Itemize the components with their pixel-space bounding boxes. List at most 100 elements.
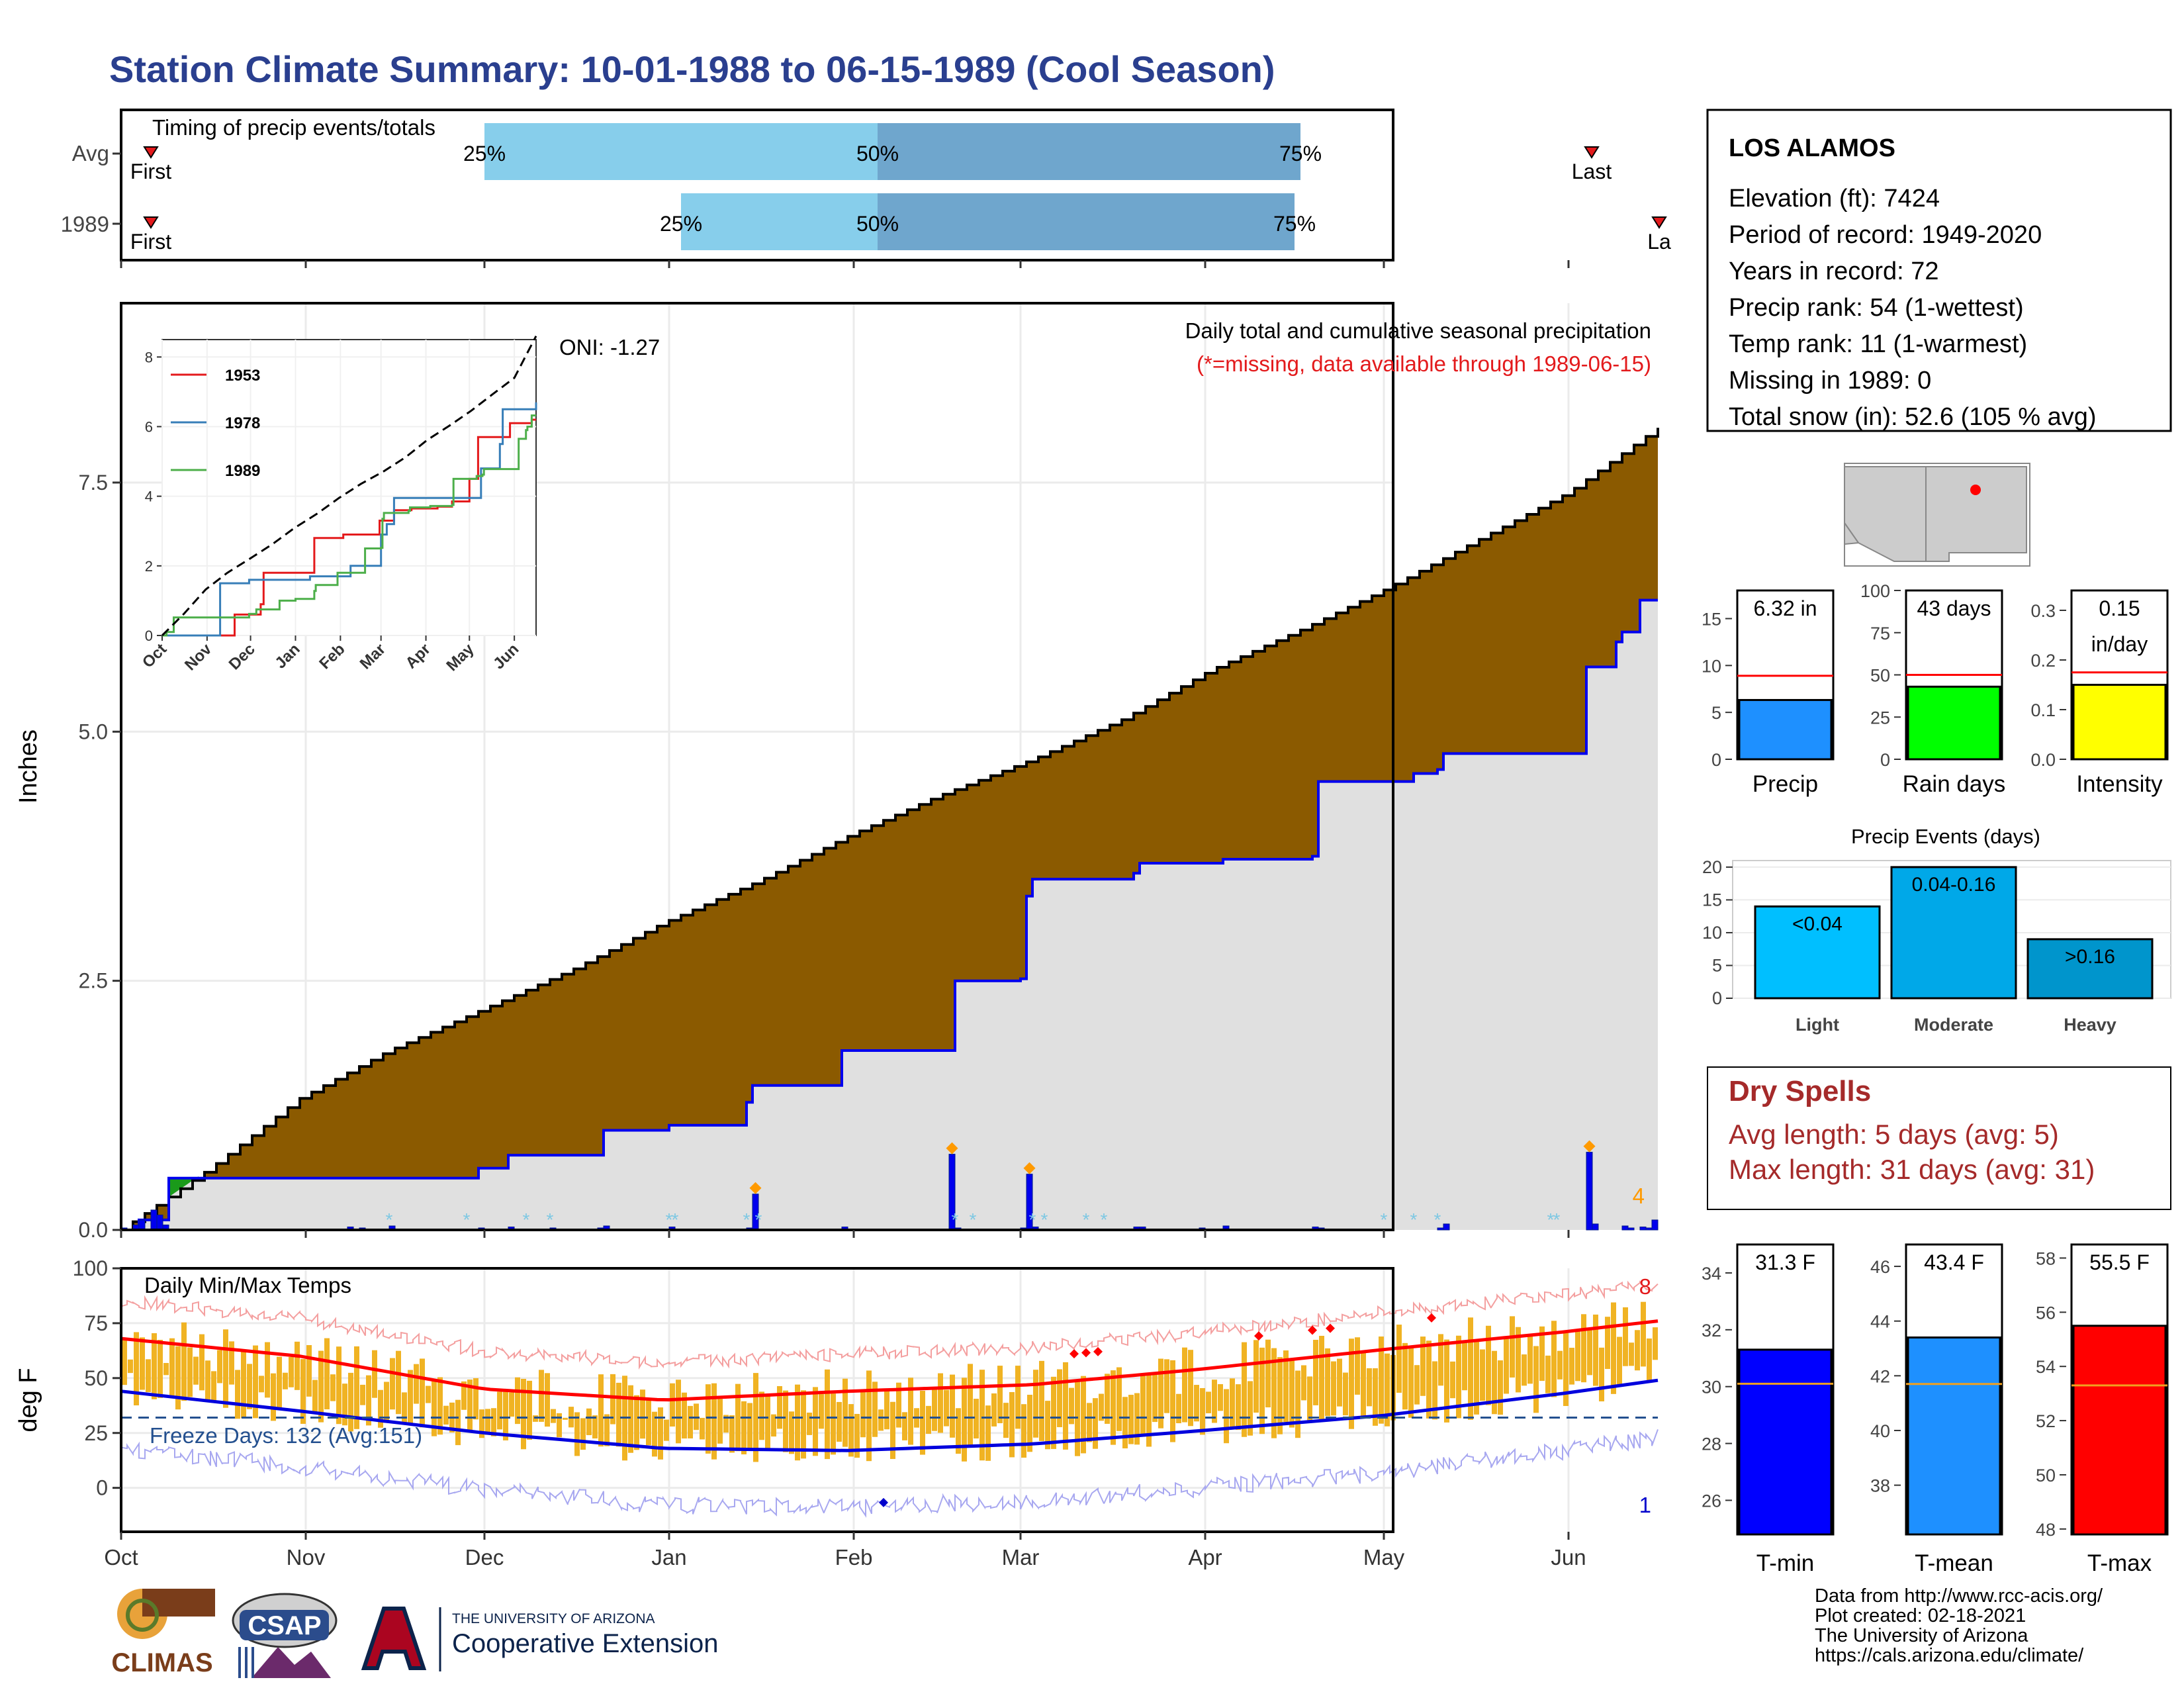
timing-p50-label: 50%: [856, 212, 899, 236]
footer-credits: Data from http://www.rcc-acis.org/Plot c…: [1815, 1585, 2103, 1666]
daily-temp-range-bar: [604, 1414, 610, 1446]
station-info-line: Precip rank: 54 (1-wettest): [1729, 294, 2024, 322]
daily-temp-range-bar: [1438, 1334, 1443, 1386]
daily-temp-range-bar: [539, 1370, 544, 1422]
daily-temp-range-bar: [884, 1389, 889, 1430]
daily-temp-range-bar: [295, 1341, 300, 1390]
daily-temp-range-bar: [265, 1342, 270, 1398]
daily-temp-range-bar: [134, 1332, 139, 1406]
snow-marker: *: [1553, 1209, 1561, 1230]
daily-temp-range-bar: [717, 1399, 723, 1444]
daily-temp-range-bar: [289, 1356, 294, 1387]
daily-temp-range-bar: [735, 1383, 741, 1452]
daily-temp-range-bar: [527, 1380, 532, 1440]
station-info-line: Missing in 1989: 0: [1729, 367, 1931, 395]
daily-temp-range-bar: [807, 1412, 812, 1435]
daily-temp-range-bar: [1122, 1397, 1128, 1449]
mini-bar-value: 6.32 in: [1753, 596, 1817, 620]
daily-temp-range-bar: [557, 1413, 562, 1438]
month-label: Mar: [1002, 1545, 1040, 1570]
daily-temp-range-bar: [229, 1341, 234, 1385]
daily-temp-range-bar: [1206, 1391, 1211, 1413]
snow-marker: *: [1434, 1209, 1441, 1230]
daily-temp-range-bar: [747, 1403, 752, 1450]
precip-events-chart: Precip Events (days) 0 5 10 15 20 <0.04 Light 0…: [1702, 825, 2171, 1035]
mini-bar-ytick-label: 10: [1702, 656, 1721, 676]
mini-bar-ytick-label: 15: [1702, 610, 1721, 630]
snow-marker: *: [547, 1209, 554, 1230]
inset-ytick-label: 8: [145, 349, 153, 365]
snow-marker: *: [1101, 1209, 1108, 1230]
daily-temp-range-bar: [932, 1389, 937, 1431]
csap-logo-box: [240, 1610, 329, 1640]
daily-temp-range-bar: [991, 1393, 997, 1427]
daily-temp-range-bar: [354, 1346, 359, 1429]
mini-bar-ytick-label: 5: [1711, 703, 1721, 723]
daily-temp-range-bar: [175, 1346, 181, 1410]
snow-marker: *: [1547, 1209, 1555, 1230]
timing-row-label-avg: Avg: [72, 141, 109, 165]
daily-temp-range-bar: [128, 1359, 133, 1374]
daily-temp-range-bar: [491, 1408, 496, 1436]
daily-temp-range-bar: [1253, 1340, 1259, 1413]
daily-temp-range-bar: [1593, 1314, 1598, 1386]
record-high-marker: [1308, 1325, 1317, 1335]
daily-temp-range-bar: [1259, 1347, 1265, 1434]
daily-temp-range-bar: [908, 1378, 913, 1445]
daily-temp-range-bar: [1396, 1325, 1402, 1393]
ua-logo-small: THE UNIVERSITY OF ARIZONA: [452, 1611, 655, 1626]
csap-logo: CSAP: [232, 1593, 338, 1678]
events-bar-label: >0.16: [2065, 946, 2115, 968]
daily-precip-bar: [1443, 1223, 1450, 1231]
temp-mini-ytick-label: 28: [1702, 1434, 1721, 1454]
daily-temp-range-bar: [1242, 1342, 1247, 1437]
heavy-event-marker: [749, 1182, 762, 1194]
events-category-label: Heavy: [2064, 1015, 2116, 1035]
daily-temp-range-bar: [1444, 1339, 1449, 1423]
daily-temp-range-bar: [956, 1408, 961, 1454]
daily-temp-range-bar: [1069, 1387, 1074, 1425]
daily-temp-range-bar: [277, 1356, 282, 1409]
daily-precip-bar: [1651, 1219, 1659, 1231]
temp-mini-value: 31.3 F: [1755, 1250, 1815, 1274]
daily-temp-range-bar: [199, 1334, 205, 1391]
heavy-event-marker: [1023, 1162, 1036, 1174]
record-high-marker: [1254, 1331, 1263, 1341]
events-ytick-label: 20: [1702, 857, 1722, 877]
daily-temp-range-bar: [1587, 1330, 1592, 1376]
daily-temp-range-bar: [300, 1359, 306, 1424]
snow-marker: *: [1381, 1209, 1388, 1230]
daily-temp-range-bar: [872, 1382, 878, 1437]
daily-temp-range-bar: [378, 1389, 383, 1428]
temp-mini-ytick-label: 48: [2036, 1520, 2056, 1540]
avg-max-temp-line: [120, 1319, 1659, 1402]
daily-temp-range-bar: [723, 1415, 729, 1433]
map-newmexico: [1925, 466, 2027, 562]
daily-temp-range-bar: [1349, 1338, 1354, 1429]
heavy-event-marker: [1583, 1140, 1596, 1152]
daily-temp-range-bar: [217, 1350, 222, 1383]
daily-temp-range-bar: [926, 1405, 931, 1434]
mini-bar-name: Rain days: [1903, 771, 2006, 797]
daily-temp-range-bar: [610, 1374, 615, 1425]
snow-marker: *: [386, 1209, 393, 1230]
daily-temp-range-bar: [1313, 1340, 1318, 1405]
temp-mini-value: 55.5 F: [2089, 1250, 2150, 1274]
temp-ytick-label: 100: [73, 1256, 108, 1280]
daily-temp-range-bar: [1194, 1385, 1199, 1422]
extreme-count: 4: [1633, 1184, 1645, 1208]
daily-temp-range-bar: [551, 1409, 556, 1423]
daily-temp-range-bar: [390, 1358, 395, 1410]
snow-marker: *: [952, 1209, 959, 1230]
daily-temp-range-bar: [467, 1380, 473, 1432]
daily-temp-range-bar: [688, 1405, 693, 1438]
daily-temp-range-bar: [1021, 1404, 1026, 1458]
mini-bar-ytick-label: 0.1: [2030, 700, 2056, 720]
daily-temp-range-bar: [985, 1405, 991, 1461]
footer-line: The University of Arizona: [1815, 1625, 2028, 1646]
daily-temp-range-bar: [360, 1384, 365, 1405]
dry-spells-title: Dry Spells: [1729, 1075, 1871, 1107]
temp-mini-bar-0: [1738, 1348, 1833, 1536]
daily-temp-range-bar: [1027, 1395, 1032, 1452]
